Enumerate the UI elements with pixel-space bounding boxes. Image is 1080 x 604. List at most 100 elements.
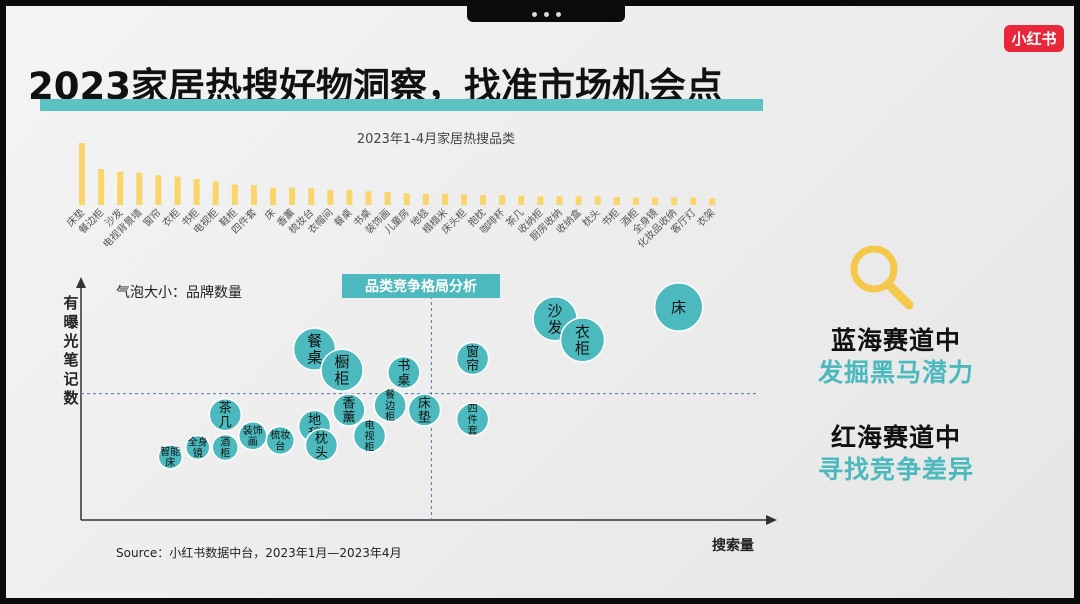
bubble-梳妆台: 梳妆台 <box>265 425 295 456</box>
y-axis-arrow-icon <box>76 277 86 288</box>
dot-icon <box>531 11 537 17</box>
bubble-label: 衣 <box>575 323 590 341</box>
bubble-全身镜: 全身镜 <box>185 434 211 461</box>
bar-电视柜 <box>212 181 219 205</box>
bubble-label: 套 <box>468 424 478 437</box>
bar-抱枕 <box>480 195 487 205</box>
bubble-label: 橱 <box>335 353 350 371</box>
dot-icon <box>543 11 549 17</box>
bubble-chart-title: 品类竞争格局分析 <box>342 274 500 298</box>
bubble-label: 书 <box>397 359 410 374</box>
bar-收纳柜 <box>537 196 544 205</box>
bar-餐桌 <box>346 190 353 205</box>
bubble-label: 智能 <box>160 445 180 458</box>
bar-chart-title: 2023年1-4月家居热搜品类 <box>356 132 516 147</box>
bar-餐边柜 <box>98 169 105 205</box>
bubble-label: 梳妆 <box>270 428 290 441</box>
bubble-智能床: 智能床 <box>157 444 184 470</box>
bubble-label: 地 <box>308 413 321 428</box>
bar-装饰画 <box>384 191 391 205</box>
blue-ocean-heading: 蓝海赛道中 <box>830 326 961 355</box>
bubble-label: 件 <box>468 414 478 426</box>
bubble-四件套: 四件套 <box>455 402 490 437</box>
bubble-label: 柜 <box>365 440 375 453</box>
bar-床 <box>270 187 276 205</box>
bubble-label: 台 <box>275 439 285 452</box>
bubble-酒柜: 酒柜 <box>211 433 240 462</box>
dot-icon <box>555 11 561 17</box>
red-ocean-subtitle: 寻找竞争差异 <box>817 455 974 484</box>
bar-电视背景墙 <box>136 172 143 205</box>
bubble-衣柜: 衣柜 <box>559 317 606 363</box>
bubble-label: 柜 <box>575 339 590 357</box>
bar-四件套 <box>250 185 257 205</box>
bar-收纳盒 <box>575 196 582 205</box>
bubble-茶几: 茶几 <box>208 397 243 432</box>
bar-衣帽间 <box>327 190 334 205</box>
bar-客厅灯 <box>690 197 697 205</box>
bubble-label: 薰 <box>342 411 355 426</box>
bubble-电视柜: 电视柜 <box>352 418 387 453</box>
window-handle[interactable] <box>467 6 625 22</box>
bubble-label: 发 <box>548 318 563 336</box>
source-note: Source：小红书数据中台，2023年1月—2023年4月 <box>116 546 402 560</box>
bar-书柜 <box>193 178 200 205</box>
bubble-label: 香 <box>342 396 355 411</box>
magnifier-icon <box>850 245 914 310</box>
bubble-label: 头 <box>315 446 328 461</box>
x-axis-label: 搜索量 <box>712 538 754 554</box>
bubble-床垫: 床垫 <box>407 393 442 427</box>
bubble-label: 枕 <box>315 432 328 447</box>
bubble-label: 帘 <box>466 358 479 374</box>
bar-鞋柜 <box>231 184 238 205</box>
bar-香薰 <box>289 187 296 205</box>
x-axis-arrow-icon <box>766 515 777 525</box>
bubble-label: 视 <box>365 429 375 442</box>
brand-logo: 小红书 <box>1004 25 1064 52</box>
bar-书柜 <box>613 196 620 205</box>
bar-化妆品收纳 <box>671 197 678 205</box>
bubble-label: 画 <box>248 437 258 448</box>
bubble-label: 电 <box>365 418 375 431</box>
bar-茶几 <box>518 195 525 205</box>
bubble-label: 镜 <box>193 446 203 459</box>
bubble-label: 边 <box>385 400 395 412</box>
bubble-枕头: 枕头 <box>304 428 339 462</box>
bubble-label: 餐 <box>307 332 322 350</box>
bar-咖啡杯 <box>499 195 506 205</box>
bubble-label: 全身 <box>188 435 208 448</box>
bubble-label: 垫 <box>418 410 431 426</box>
bar-梳妆台 <box>308 188 315 205</box>
bar-榻榻米 <box>441 193 448 205</box>
bubble-label: 柜 <box>220 446 230 459</box>
bubble-餐边柜: 餐边柜 <box>373 388 407 423</box>
bubble-label: 桌 <box>397 373 410 388</box>
bar-酒柜 <box>632 197 639 205</box>
bubble-label: 床 <box>418 396 431 411</box>
bubble-床: 床 <box>653 282 704 332</box>
bubble-装饰画: 装饰画 <box>238 421 268 451</box>
bar-地毯 <box>422 193 429 205</box>
bar-厨房收纳 <box>556 196 563 205</box>
bar-沙发 <box>117 171 124 205</box>
bubble-label: 柜 <box>385 410 395 423</box>
bubble-label: 餐 <box>385 388 395 401</box>
bar-衣架 <box>709 198 716 205</box>
bubble-label: 几 <box>219 415 232 430</box>
bubble-香薰: 香薰 <box>332 393 366 427</box>
bubble-label: 茶 <box>219 400 232 416</box>
bubble-label: 装饰 <box>243 424 263 437</box>
red-ocean-heading: 红海赛道中 <box>830 423 961 452</box>
bar-衣柜 <box>174 176 181 205</box>
bubble-label: 窗 <box>466 344 479 360</box>
bubble-label: 床 <box>165 456 175 469</box>
bar-枕头 <box>594 196 601 205</box>
bubble-label: 桌 <box>307 349 322 367</box>
bubble-chart: 床沙发衣柜餐桌橱柜窗帘书桌餐边柜床垫四件套香薰地毯枕头电视柜茶几装饰画梳妆台酒柜… <box>76 277 777 525</box>
bubble-size-legend: 气泡大小：品牌数量 <box>116 285 242 301</box>
bar-儿童房 <box>403 193 410 205</box>
bar-床垫 <box>79 143 85 205</box>
bubble-label: 柜 <box>335 370 350 388</box>
blue-ocean-subtitle: 发掘黑马潜力 <box>817 358 974 387</box>
